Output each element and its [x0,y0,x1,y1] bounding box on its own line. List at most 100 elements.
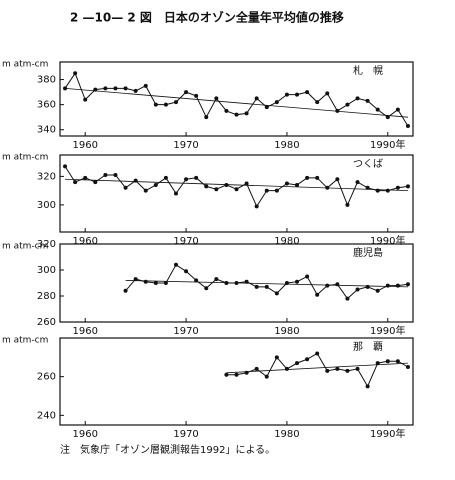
trend-line [65,178,408,192]
x-tick-label: 1960 [72,326,97,337]
y-tick-label: 360 [37,100,56,111]
data-point [123,288,128,293]
y-axis-label: m atm-cm [2,336,48,346]
x-tick-label: 1960 [72,429,97,440]
station-label: 鹿児島 [353,246,383,259]
data-point [325,91,330,96]
data-point [284,92,289,97]
data-point [224,108,229,113]
data-point [224,372,229,377]
data-point [73,71,78,76]
x-tick-label: 1990年 [370,138,405,151]
data-point [103,172,108,177]
data-point [214,277,219,282]
data-point [345,368,350,373]
data-point [163,175,168,180]
data-point [355,287,360,292]
data-point [173,191,178,196]
data-point [405,282,410,287]
data-line [226,352,409,388]
data-point [254,204,259,209]
data-point [264,105,269,110]
data-point [113,172,118,177]
data-point [264,284,269,289]
y-axis-label: m atm-cm [2,153,48,163]
data-point [315,351,320,356]
data-point [153,102,158,107]
data-point [405,184,410,189]
plot-frame [59,61,414,137]
data-point [204,286,209,291]
data-point [355,180,360,185]
data-point [173,262,178,267]
data-point [234,112,239,117]
station-label: 札 幌 [353,64,383,77]
data-point [244,279,249,284]
y-tick-label: 340 [37,125,56,136]
data-point [365,284,370,289]
data-point [405,123,410,128]
data-point [305,357,310,362]
data-point [274,188,279,193]
data-point [385,188,390,193]
y-tick-label: 380 [37,75,56,86]
plot-frame [59,154,414,233]
data-point [163,102,168,107]
x-tick-label: 1980 [274,140,299,151]
data-point [93,180,98,185]
y-tick-label: 260 [37,372,56,383]
y-axis-label: m atm-cm [2,242,48,252]
x-tick-label: 1980 [274,236,299,247]
x-tick-label: 1980 [274,326,299,337]
data-point [173,100,178,105]
data-point [305,175,310,180]
trend-line [65,87,408,118]
y-tick-label: 320 [37,171,56,182]
data-point [325,283,330,288]
x-tick-label: 1970 [173,326,198,337]
data-point [385,359,390,364]
data-point [315,292,320,297]
data-line [64,166,409,208]
data-point [385,115,390,120]
data-point [295,182,300,187]
data-point [123,185,128,190]
x-tick-label: 1990年 [370,427,405,440]
x-tick-label: 1990年 [370,324,405,337]
data-point [204,115,209,120]
chart-title: 2 —10— 2 図 日本のオゾン全量年平均値の推移 [70,10,344,25]
data-point [284,366,289,371]
data-point [143,279,148,284]
data-point [194,278,199,283]
data-point [113,86,118,91]
data-point [305,274,310,279]
data-point [375,361,380,366]
data-point [234,187,239,192]
plot-frame [59,337,414,426]
data-point [325,368,330,373]
data-point [335,177,340,182]
data-point [305,90,310,95]
data-point [214,187,219,192]
data-point [295,92,300,97]
data-point [375,288,380,293]
data-point [184,90,189,95]
data-point [365,384,370,389]
data-point [355,366,360,371]
data-point [143,188,148,193]
data-point [274,291,279,296]
data-point [123,86,128,91]
data-point [244,181,249,186]
data-point [254,284,259,289]
station-label: 那 覇 [353,341,383,353]
data-point [184,269,189,274]
footnote: 注 気象庁「オゾン層観測報告1992」による。 [60,443,275,456]
data-point [83,175,88,180]
data-point [133,88,138,93]
data-point [395,107,400,112]
data-point [395,359,400,364]
y-tick-label: 300 [37,200,56,211]
data-point [133,178,138,183]
y-tick-label: 320 [37,239,56,250]
